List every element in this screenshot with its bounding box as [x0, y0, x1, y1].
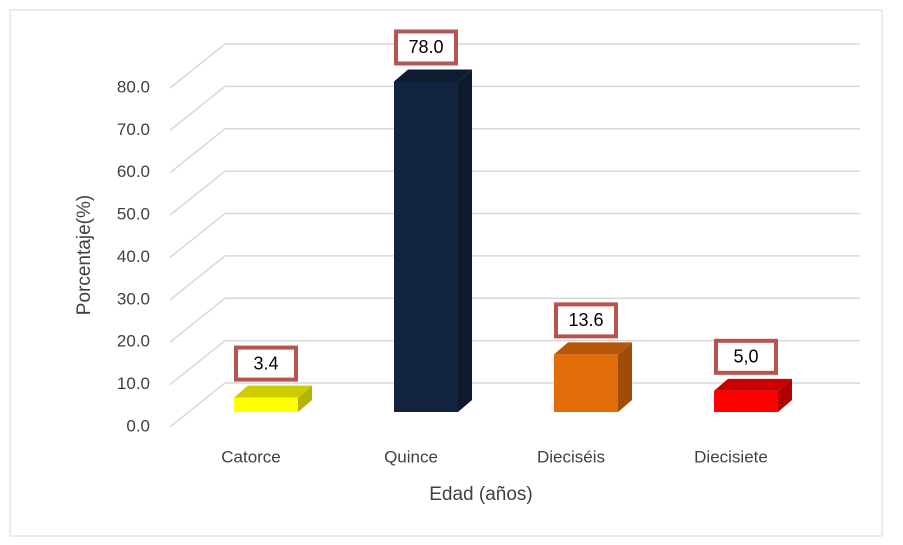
value-label: 13.6 [568, 310, 603, 330]
y-tick-label: 10.0 [117, 374, 150, 393]
grid-line [169, 255, 860, 301]
value-label: 3.4 [253, 353, 278, 373]
bar-side [618, 342, 632, 412]
bar-side [298, 385, 312, 412]
x-tick-label: Quince [384, 447, 438, 466]
value-label-box [394, 29, 458, 66]
bar-top [234, 385, 312, 398]
value-label-box [234, 345, 298, 382]
grid-line [169, 339, 860, 386]
y-tick-label: 30.0 [117, 289, 150, 308]
bar-side [458, 69, 472, 412]
grid-line [169, 212, 860, 259]
bar [714, 378, 792, 412]
y-tick-label: 60.0 [117, 162, 150, 181]
bar-top [554, 342, 632, 355]
value-label-box [714, 338, 778, 375]
y-tick-label: 0.0 [126, 416, 150, 435]
bar-top [714, 378, 792, 391]
bar-top [394, 69, 472, 82]
y-tick-label: 70.0 [117, 120, 150, 139]
x-tick-label: Diecisiete [694, 447, 768, 466]
bar-front [714, 390, 778, 412]
bar [394, 69, 472, 412]
grid-line [169, 382, 860, 428]
bar [234, 385, 312, 412]
x-tick-label: Dieciséis [537, 447, 605, 466]
value-label: 78.0 [408, 37, 443, 57]
x-tick-label: Catorce [221, 447, 281, 466]
x-axis-title: Edad (años) [429, 484, 533, 505]
grid-line [169, 170, 860, 216]
value-label: 5,0 [733, 347, 758, 367]
grid-line [169, 43, 860, 89]
y-tick-label: 20.0 [117, 332, 150, 351]
value-label-box [554, 302, 618, 339]
bar [554, 342, 632, 412]
bar-front [554, 354, 618, 412]
bar-side [778, 378, 792, 412]
y-tick-label: 80.0 [117, 77, 150, 96]
grid-line [169, 128, 860, 174]
y-tick-label: 50.0 [117, 205, 150, 224]
bar-front [234, 397, 298, 412]
y-axis-title: Porcentaje(%) [74, 195, 95, 315]
y-tick-label: 40.0 [117, 247, 150, 266]
grid-line [169, 297, 860, 343]
grid-line [169, 85, 860, 131]
bar-front [394, 81, 458, 412]
